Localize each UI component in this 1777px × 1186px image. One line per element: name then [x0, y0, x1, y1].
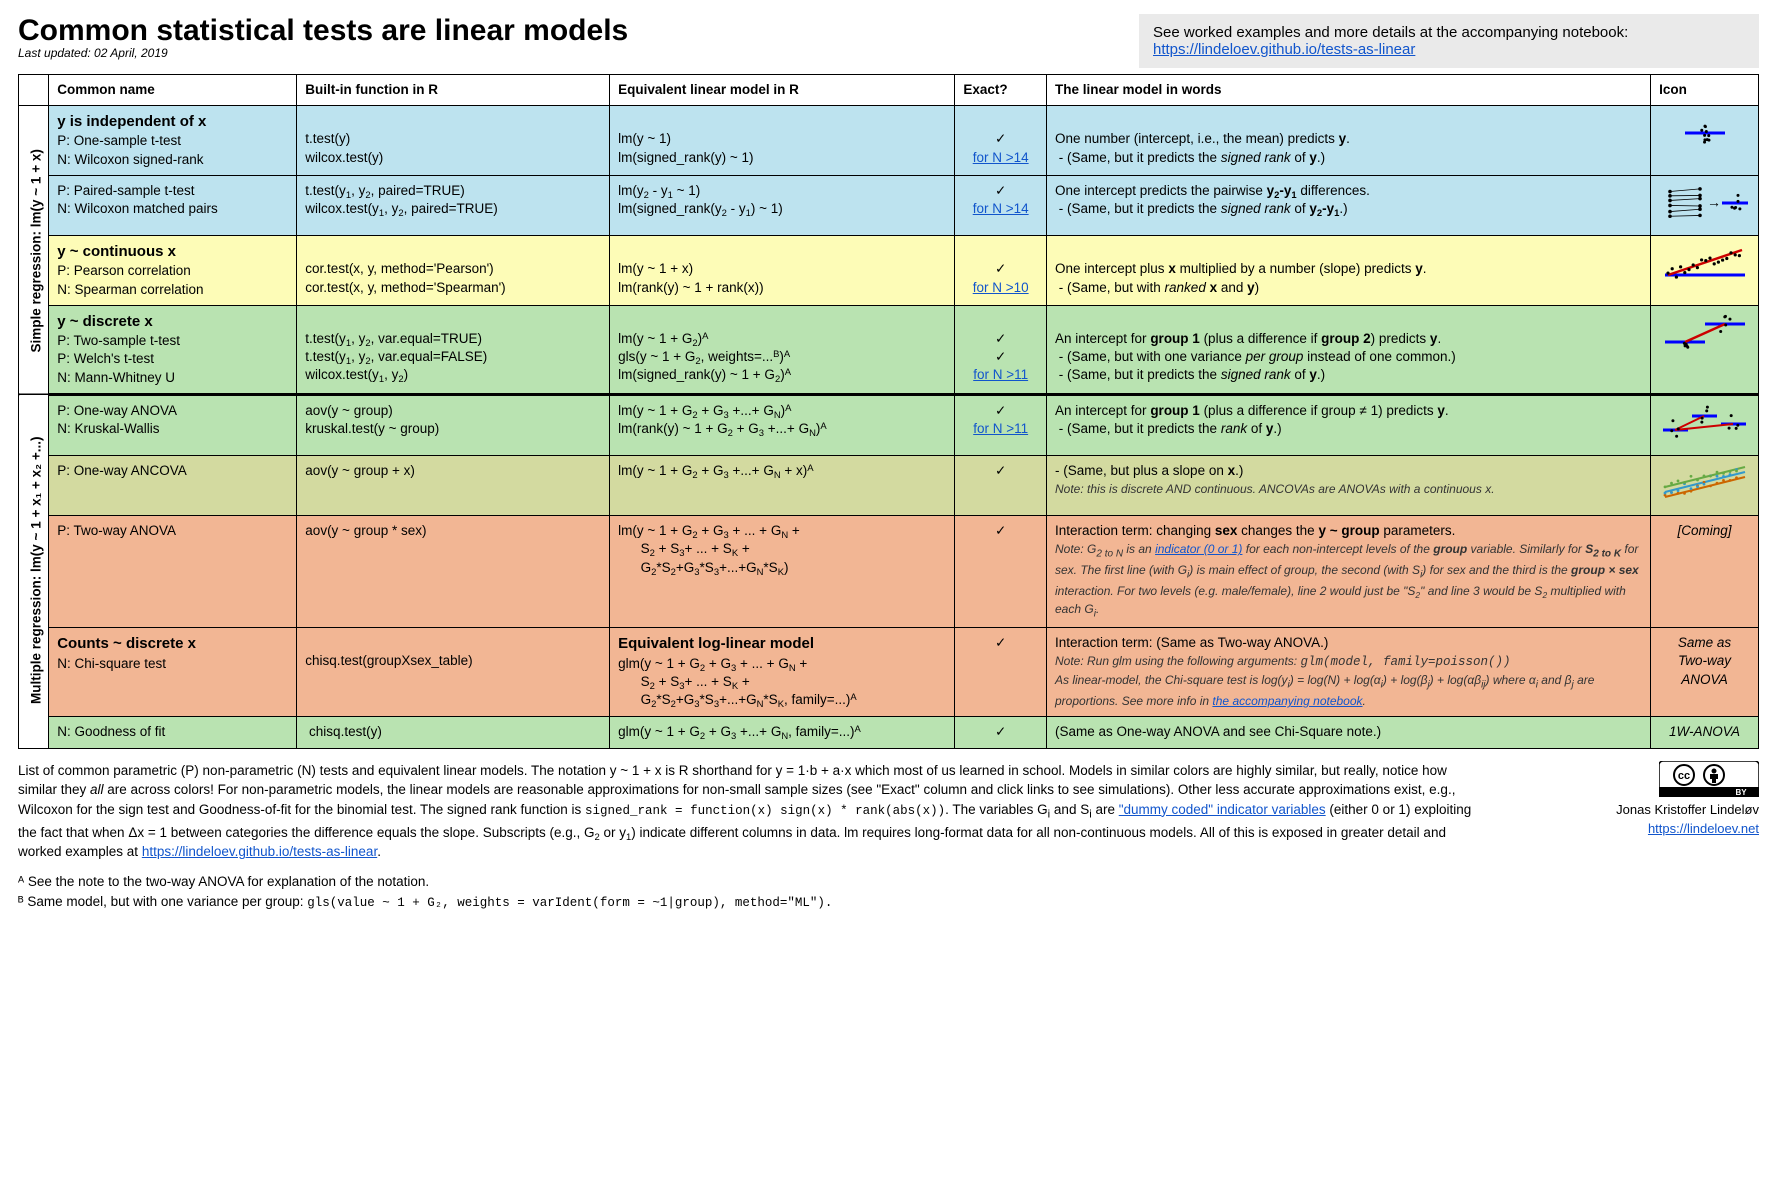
side-label-simple: Simple regression: lm(y ~ 1 + x)	[19, 106, 49, 395]
cell-exact: ✓for N >11	[955, 394, 1047, 455]
cell-r: t.test(y1, y2, paired=TRUE)wilcox.test(y…	[297, 175, 610, 235]
cell-name: N: Goodness of fit	[49, 717, 297, 748]
svg-text:→: →	[1707, 194, 1721, 210]
cell-lm: lm(y ~ 1 + x)lm(rank(y) ~ 1 + rank(x))	[610, 236, 955, 306]
notebook-callout: See worked examples and more details at …	[1139, 14, 1759, 68]
cell-lm: lm(y ~ 1)lm(signed_rank(y) ~ 1)	[610, 106, 955, 176]
cell-r: aov(y ~ group)kruskal.test(y ~ group)	[297, 394, 610, 455]
col-words: The linear model in words	[1047, 75, 1651, 106]
table-row: Multiple regression: lm(y ~ 1 + x₁ + x₂ …	[19, 394, 1759, 455]
col-common-name: Common name	[49, 75, 297, 106]
col-linear-model: Equivalent linear model in R	[610, 75, 955, 106]
cell-name: y ~ discrete xP: Two-sample t-testP: Wel…	[49, 305, 297, 394]
table-row: y ~ continuous xP: Pearson correlationN:…	[19, 236, 1759, 306]
cell-words: - (Same, but plus a slope on x.)Note: th…	[1047, 455, 1651, 515]
cc-by-icon: BY cc	[1659, 761, 1759, 797]
cell-lm: lm(y ~ 1 + G2 + G3 +...+ GN + x)A	[610, 455, 955, 515]
last-updated: Last updated: 02 April, 2019	[18, 46, 628, 60]
cell-exact: ✓for N >10	[955, 236, 1047, 306]
cell-words: An intercept for group 1 (plus a differe…	[1047, 305, 1651, 394]
cell-icon	[1651, 106, 1759, 176]
cell-lm: lm(y ~ 1 + G2 + G3 +...+ GN)Alm(rank(y) …	[610, 394, 955, 455]
exact-link[interactable]: for N >14	[973, 150, 1029, 165]
footnote-b: ᴮ Same model, but with one variance per …	[18, 892, 1479, 912]
author-name: Jonas Kristoffer Lindeløv	[1479, 801, 1759, 820]
col-exact: Exact?	[955, 75, 1047, 106]
cell-lm: Equivalent log-linear modelglm(y ~ 1 + G…	[610, 628, 955, 717]
notebook-link[interactable]: https://lindeloev.github.io/tests-as-lin…	[1153, 41, 1415, 58]
cell-icon: [Coming]	[1651, 516, 1759, 628]
cell-name: y ~ continuous xP: Pearson correlationN:…	[49, 236, 297, 306]
table-row: P: Two-way ANOVAaov(y ~ group * sex)lm(y…	[19, 516, 1759, 628]
cell-exact: ✓for N >14	[955, 106, 1047, 176]
exact-link[interactable]: for N >14	[973, 201, 1029, 216]
cell-icon: 1W-ANOVA	[1651, 717, 1759, 748]
cell-r: t.test(y1, y2, var.equal=TRUE)t.test(y1,…	[297, 305, 610, 394]
cell-words: One intercept predicts the pairwise y2-y…	[1047, 175, 1651, 235]
cell-words: Interaction term: changing sex changes t…	[1047, 516, 1651, 628]
cell-r: chisq.test(groupXsex_table)	[297, 628, 610, 717]
cell-icon	[1651, 394, 1759, 455]
table-row: y ~ discrete xP: Two-sample t-testP: Wel…	[19, 305, 1759, 394]
cell-icon	[1651, 305, 1759, 394]
cell-name: P: Paired-sample t-testN: Wilcoxon match…	[49, 175, 297, 235]
cell-icon	[1651, 455, 1759, 515]
notebook-callout-text: See worked examples and more details at …	[1153, 24, 1628, 41]
cell-icon	[1651, 236, 1759, 306]
cell-name: Counts ~ discrete xN: Chi-square test	[49, 628, 297, 717]
cell-lm: lm(y2 - y1 ~ 1)lm(signed_rank(y2 - y1) ~…	[610, 175, 955, 235]
table-row: Simple regression: lm(y ~ 1 + x)y is ind…	[19, 106, 1759, 176]
side-header	[19, 75, 49, 106]
cell-exact: ✓	[955, 628, 1047, 717]
cell-name: P: One-way ANCOVA	[49, 455, 297, 515]
cell-words: (Same as One-way ANOVA and see Chi-Squar…	[1047, 717, 1651, 748]
cell-words: Interaction term: (Same as Two-way ANOVA…	[1047, 628, 1651, 717]
col-builtin-r: Built-in function in R	[297, 75, 610, 106]
col-icon: Icon	[1651, 75, 1759, 106]
table-row: P: Paired-sample t-testN: Wilcoxon match…	[19, 175, 1759, 235]
page-title: Common statistical tests are linear mode…	[18, 14, 628, 48]
cell-words: One intercept plus x multiplied by a num…	[1047, 236, 1651, 306]
table-row: P: One-way ANCOVAaov(y ~ group + x)lm(y …	[19, 455, 1759, 515]
author-link[interactable]: https://lindeloev.net	[1648, 821, 1759, 836]
cell-words: An intercept for group 1 (plus a differe…	[1047, 394, 1651, 455]
footer: List of common parametric (P) non-parame…	[18, 761, 1759, 912]
exact-link[interactable]: for N >10	[973, 280, 1029, 295]
side-label-multiple: Multiple regression: lm(y ~ 1 + x₁ + x₂ …	[19, 394, 49, 748]
cell-lm: glm(y ~ 1 + G2 + G3 +...+ GN, family=...…	[610, 717, 955, 748]
table-row: N: Goodness of fit chisq.test(y)glm(y ~ …	[19, 717, 1759, 748]
cell-name: P: Two-way ANOVA	[49, 516, 297, 628]
cell-exact: ✓✓for N >11	[955, 305, 1047, 394]
cell-exact: ✓for N >14	[955, 175, 1047, 235]
cell-name: y is independent of xP: One-sample t-tes…	[49, 106, 297, 176]
header: Common statistical tests are linear mode…	[18, 14, 1759, 68]
cell-r: chisq.test(y)	[297, 717, 610, 748]
svg-text:cc: cc	[1678, 770, 1690, 782]
cell-lm: lm(y ~ 1 + G2 + G3 + ... + GN + S2 + S3+…	[610, 516, 955, 628]
tests-table: Common name Built-in function in R Equiv…	[18, 74, 1759, 749]
cell-exact: ✓	[955, 516, 1047, 628]
cell-r: aov(y ~ group * sex)	[297, 516, 610, 628]
svg-text:BY: BY	[1735, 788, 1747, 797]
cell-lm: lm(y ~ 1 + G2)Agls(y ~ 1 + G2, weights=.…	[610, 305, 955, 394]
exact-link[interactable]: for N >11	[973, 367, 1028, 382]
cell-exact: ✓	[955, 455, 1047, 515]
cell-icon: Same asTwo-wayANOVA	[1651, 628, 1759, 717]
cell-name: P: One-way ANOVAN: Kruskal-Wallis	[49, 394, 297, 455]
cell-icon: →	[1651, 175, 1759, 235]
cell-exact: ✓	[955, 717, 1047, 748]
cell-words: One number (intercept, i.e., the mean) p…	[1047, 106, 1651, 176]
footnote-a: ᴬ See the note to the two-way ANOVA for …	[18, 872, 1479, 892]
header-row: Common name Built-in function in R Equiv…	[19, 75, 1759, 106]
footnote-main: List of common parametric (P) non-parame…	[18, 761, 1479, 862]
exact-link[interactable]: for N >11	[973, 421, 1028, 436]
table-row: Counts ~ discrete xN: Chi-square test ch…	[19, 628, 1759, 717]
cell-r: cor.test(x, y, method='Pearson')cor.test…	[297, 236, 610, 306]
cell-r: aov(y ~ group + x)	[297, 455, 610, 515]
cell-r: t.test(y)wilcox.test(y)	[297, 106, 610, 176]
